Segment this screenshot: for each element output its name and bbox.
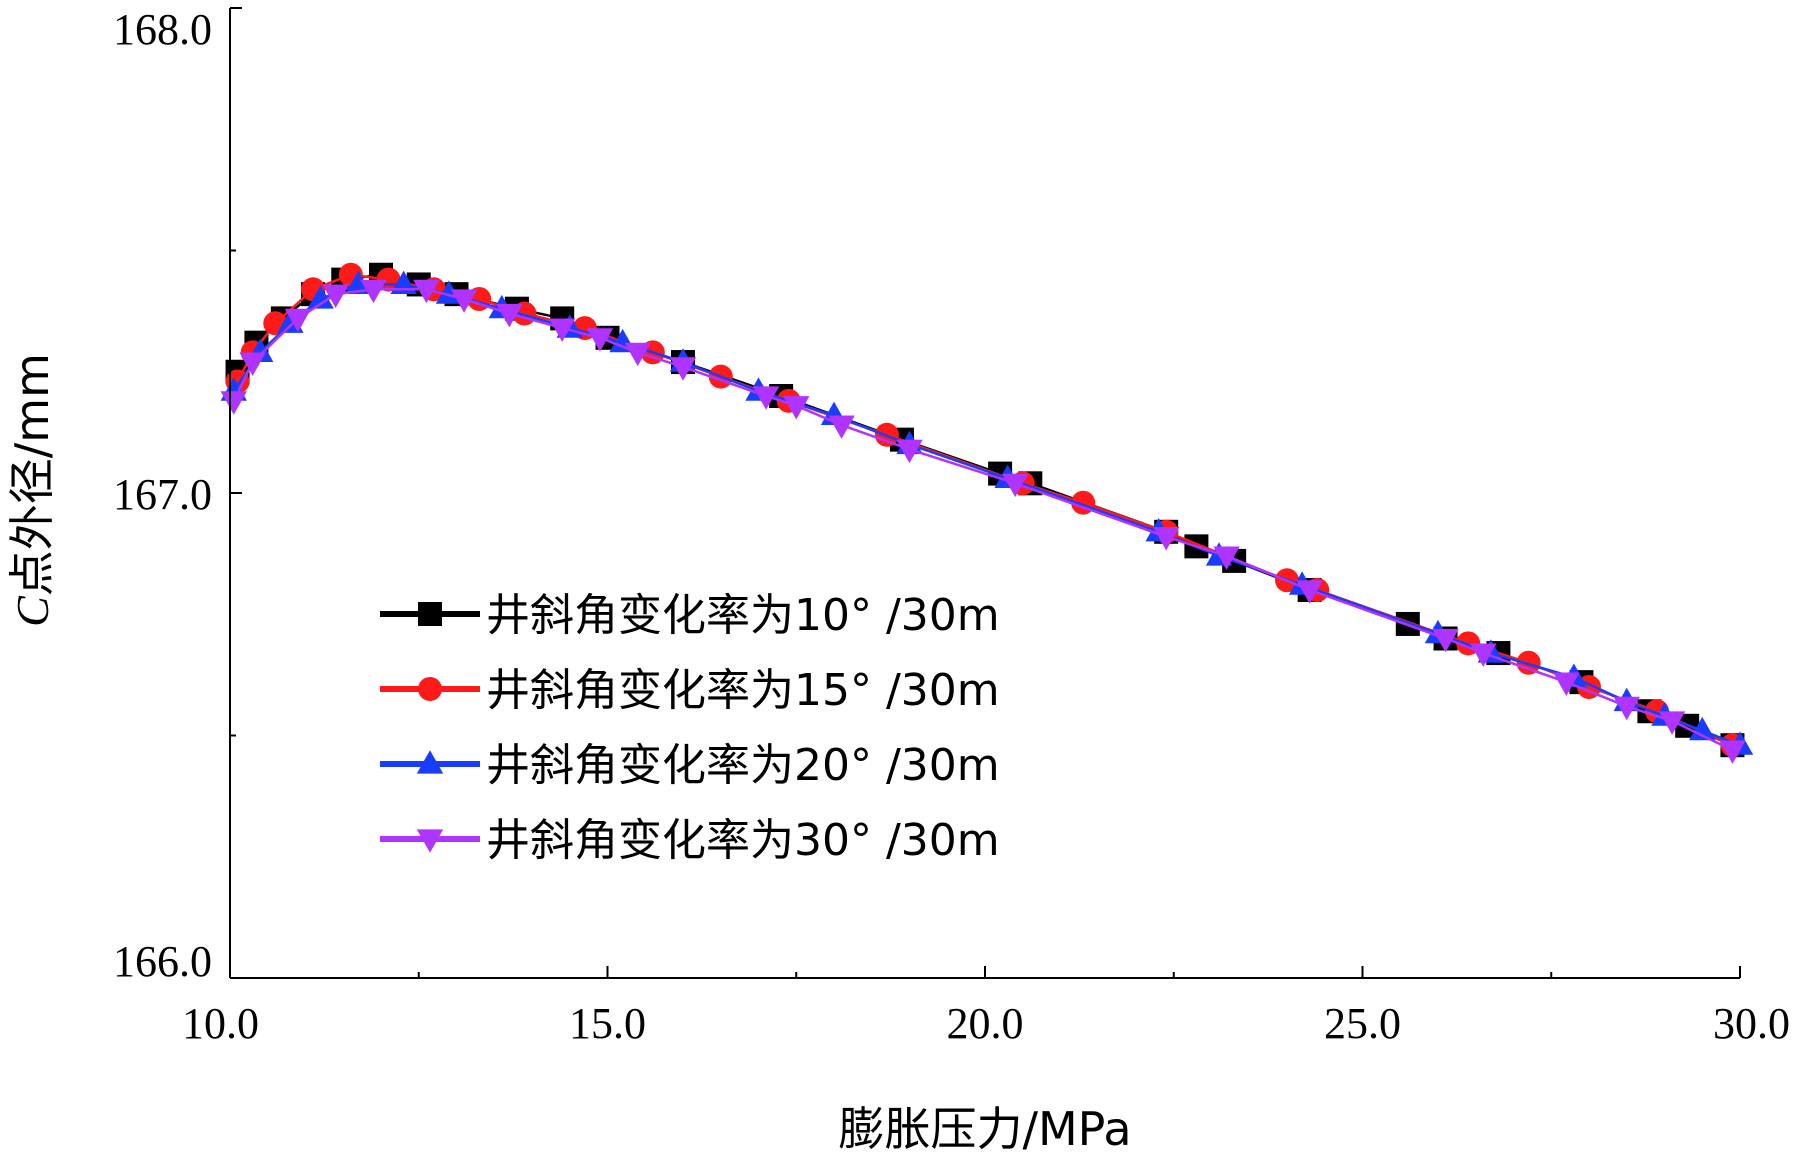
data-point bbox=[1516, 650, 1541, 675]
data-point bbox=[896, 439, 923, 464]
data-point bbox=[220, 391, 247, 415]
plot-area bbox=[220, 262, 1754, 764]
data-point bbox=[450, 289, 478, 313]
legend-marker bbox=[418, 677, 442, 701]
legend: 井斜角变化率为10° /30m 井斜角变化率为15° /30m 井斜角变化率为20°… bbox=[380, 590, 1000, 866]
data-point bbox=[1432, 628, 1459, 653]
data-point bbox=[669, 357, 697, 381]
y-tick-label: 166.0 bbox=[113, 937, 212, 986]
x-tick-label: 15.0 bbox=[569, 999, 646, 1048]
legend-item-1: 井斜角变化率为10° /30m bbox=[380, 590, 1000, 641]
data-point bbox=[1719, 740, 1746, 764]
data-point bbox=[496, 303, 523, 328]
x-tick-label: 10.0 bbox=[182, 999, 259, 1048]
data-point bbox=[1613, 696, 1640, 721]
data-point bbox=[239, 352, 266, 376]
data-point bbox=[1689, 716, 1716, 741]
legend-marker bbox=[416, 829, 444, 853]
x-tick-label: 20.0 bbox=[947, 999, 1024, 1048]
y-axis-title-rest: 点外径/mm bbox=[5, 353, 59, 596]
legend-label: 井斜角变化率为15° /30m bbox=[486, 665, 1000, 716]
data-point bbox=[1213, 546, 1240, 570]
legend-item-2: 井斜角变化率为15° /30m bbox=[380, 665, 1000, 716]
data-point bbox=[624, 342, 651, 367]
data-point bbox=[1153, 527, 1180, 551]
data-point bbox=[1470, 643, 1497, 667]
legend-item-4: 井斜角变化率为30° /30m bbox=[380, 815, 1000, 866]
legend-label: 井斜角变化率为30° /30m bbox=[486, 815, 1000, 866]
data-point bbox=[322, 284, 349, 308]
legend-label: 井斜角变化率为10° /30m bbox=[486, 590, 1000, 641]
data-point bbox=[752, 386, 780, 410]
y-tick-label: 167.0 bbox=[113, 470, 212, 519]
data-point bbox=[1002, 473, 1029, 498]
data-point bbox=[345, 270, 372, 295]
y-axis-title-prefix: C bbox=[7, 595, 58, 627]
x-axis-title: 膨胀压力/MPa bbox=[838, 1102, 1131, 1156]
legend-marker bbox=[418, 602, 442, 626]
data-point bbox=[413, 279, 440, 304]
data-point bbox=[586, 328, 614, 352]
data-point bbox=[1553, 672, 1580, 696]
data-point bbox=[307, 285, 334, 309]
x-tick-label: 25.0 bbox=[1324, 999, 1401, 1048]
legend-label: 井斜角变化率为20° /30m bbox=[486, 740, 1000, 791]
data-point bbox=[1658, 711, 1686, 735]
y-tick-label: 168.0 bbox=[113, 5, 212, 54]
axes: 10.0 15.0 20.0 25.0 30.0 166.0 167.0 168.0 bbox=[113, 5, 1790, 1048]
x-tick-label: 30.0 bbox=[1713, 999, 1790, 1048]
data-point bbox=[1296, 580, 1323, 604]
data-point bbox=[360, 279, 387, 304]
legend-marker bbox=[416, 750, 444, 774]
data-point bbox=[549, 318, 576, 342]
series-4 bbox=[220, 279, 1746, 764]
data-point bbox=[828, 415, 855, 439]
legend-item-3: 井斜角变化率为20° /30m bbox=[380, 740, 1000, 791]
data-point bbox=[284, 308, 312, 333]
y-axis-title: C点外径/mm bbox=[5, 353, 59, 627]
data-point bbox=[783, 396, 810, 420]
